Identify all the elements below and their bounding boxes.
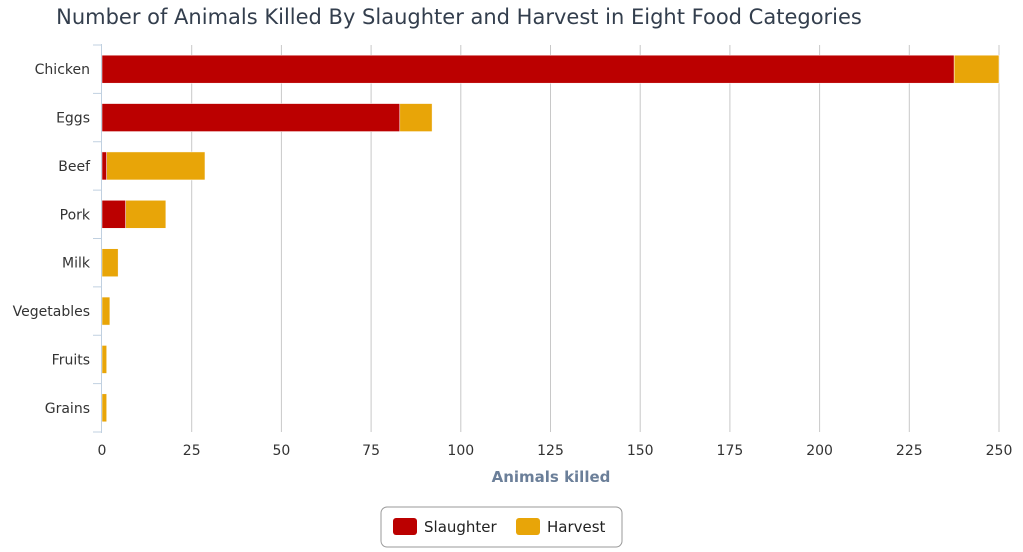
category-label: Fruits [52,352,90,368]
x-axis-title: Animals killed [492,468,611,486]
x-tick-label: 150 [627,443,654,459]
bar-harvest-grains[interactable] [101,393,107,423]
bar-harvest-beef[interactable] [106,151,206,181]
legend-label-harvest[interactable]: Harvest [547,518,606,536]
bars [101,54,1000,423]
bar-harvest-milk[interactable] [101,248,119,277]
category-label: Vegetables [13,304,90,320]
x-tick-label: 75 [362,443,380,459]
category-label: Grains [45,401,90,417]
bar-harvest-vegetables[interactable] [101,296,111,326]
x-tick-label: 100 [447,443,474,459]
bar-harvest-chicken[interactable] [953,54,1000,84]
x-tick-label: 175 [717,443,744,459]
legend-box [380,506,623,548]
bar-slaughter-eggs[interactable] [101,103,401,132]
category-label: Pork [60,207,91,223]
category-label: Chicken [35,62,90,78]
x-tick-label: 125 [537,443,564,459]
gridlines [191,45,1000,432]
category-label: Eggs [56,111,90,127]
bar-slaughter-chicken[interactable] [101,54,955,84]
bar-slaughter-beef[interactable] [101,151,107,181]
x-tick-label: 225 [896,443,923,459]
category-label: Milk [62,256,91,272]
bar-harvest-fruits[interactable] [101,345,107,374]
legend-swatch-slaughter[interactable] [393,518,417,535]
chart-title: Number of Animals Killed By Slaughter an… [56,5,862,29]
x-tick-label: 0 [98,443,107,459]
x-tick-label: 25 [183,443,201,459]
legend: Slaughter Harvest [380,506,623,548]
x-tick-label: 250 [986,443,1013,459]
bar-harvest-eggs[interactable] [399,103,433,132]
axes: 0 25 50 75 100 125 150 175 200 225 250 Chicken Eggs B… [13,44,1013,459]
bar-slaughter-pork[interactable] [101,200,126,229]
bar-harvest-pork[interactable] [125,200,167,229]
x-tick-label: 200 [806,443,833,459]
x-tick-label: 50 [272,443,290,459]
category-label: Beef [58,159,91,175]
legend-swatch-harvest[interactable] [516,518,540,535]
legend-label-slaughter[interactable]: Slaughter [424,518,498,536]
